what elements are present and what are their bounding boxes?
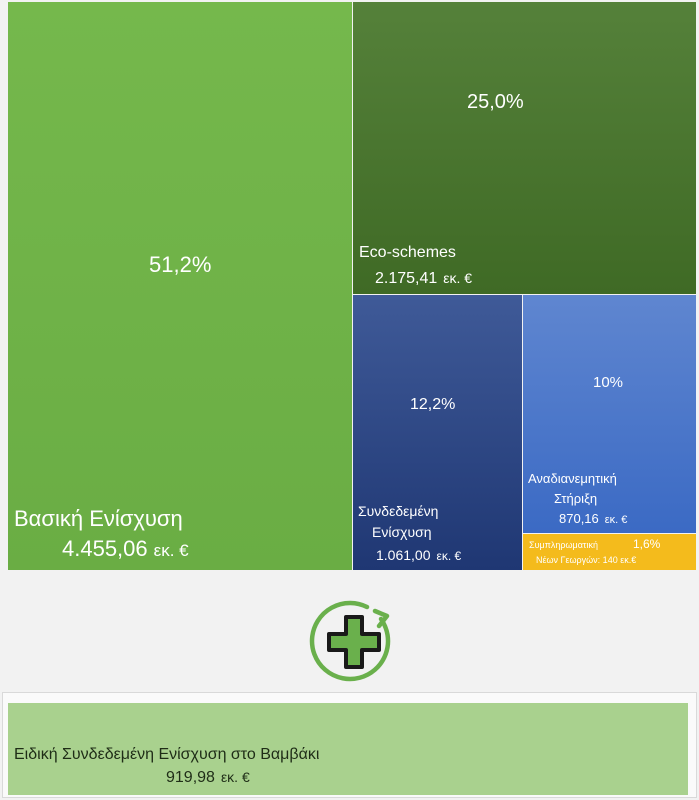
cotton-unit: εκ. € [220,769,250,785]
cotton-amount-row: 919,98 εκ. € [166,769,250,787]
eco-percent: 25,0% [467,91,524,113]
cotton-label: Ειδική Συνδεδεμένη Ενίσχυση στο Βαμβάκι [14,746,320,763]
eco-amount-row: 2.175,41 εκ. € [375,270,472,288]
coupled-unit: εκ. € [436,549,462,563]
coupled-label-line2: Ενίσχυση [372,524,432,540]
basic-unit: εκ. € [153,541,189,560]
eco-unit: εκ. € [443,270,473,286]
redis-label-line1: Αναδιανεμητική [528,471,617,486]
tile-cotton-coupled-support: Ειδική Συνδεδεμένη Ενίσχυση στο Βαμβάκι … [8,703,688,795]
coupled-amount: 1.061,00 [376,547,431,563]
coupled-amount-row: 1.061,00 εκ. € [376,547,461,563]
eco-label: Eco-schemes [359,244,456,261]
tile-eco-schemes: 25,0% Eco-schemes 2.175,41 εκ. € [353,2,696,294]
young-label-line1: Συμπληρωματική [529,540,598,550]
redis-amount: 870,16 [559,511,599,526]
coupled-percent: 12,2% [410,396,456,413]
young-label-line2: Νέων Γεωργών: 140 εκ.€ [536,555,637,565]
tile-redistributive-support: 10% Αναδιανεμητική Στήριξη 870,16 εκ. € [523,295,696,533]
basic-amount: 4.455,06 [62,536,148,561]
basic-percent: 51,2% [149,252,212,277]
eco-amount: 2.175,41 [375,270,438,287]
young-percent: 1,6% [633,537,661,551]
basic-label: Βασική Ενίσχυση [14,506,183,531]
redis-label-line2: Στήριξη [554,491,598,506]
cotton-amount: 919,98 [166,769,215,786]
plus-cycle-icon [309,597,399,687]
redis-amount-row: 870,16 εκ. € [559,511,627,526]
coupled-label-line1: Συνδεδεμένη [358,503,439,519]
tile-young-farmers: Συμπληρωματική 1,6% Νέων Γεωργών: 140 εκ… [523,534,696,570]
tile-coupled-support: 12,2% Συνδεδεμένη Ενίσχυση 1.061,00 εκ. € [353,295,522,570]
redis-percent: 10% [593,374,624,391]
basic-amount-row: 4.455,06 εκ. € [62,536,189,562]
tile-basic-support: 51,2% Βασική Ενίσχυση 4.455,06 εκ. € [8,2,352,570]
redis-unit: εκ. € [604,514,628,526]
